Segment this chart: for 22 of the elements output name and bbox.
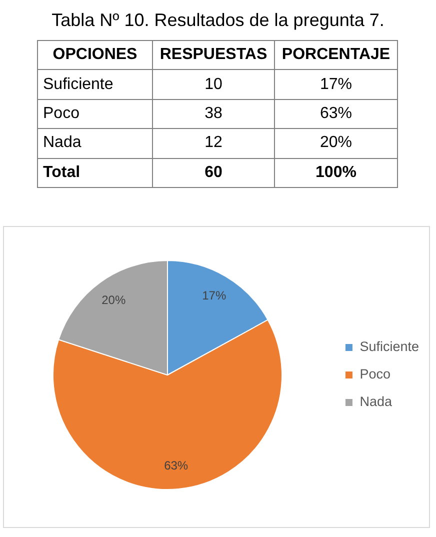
data-label: 100%: [274, 158, 398, 188]
data-label: 10: [152, 70, 274, 100]
data-label: 20%: [274, 128, 398, 158]
data-label: 17%: [274, 70, 398, 100]
data-label: 17%: [202, 288, 226, 302]
legend-label: Suficiente: [360, 339, 420, 354]
data-label: 63%: [274, 99, 398, 129]
text: Tabla Nº 10. Resultados de la pregunta 7.: [50, 9, 386, 31]
category-label: Suficiente: [38, 70, 152, 100]
text: RESPUESTAS: [152, 40, 274, 70]
data-label: 20%: [102, 293, 126, 308]
category-label: Poco: [38, 99, 152, 129]
text: OPCIONES: [38, 40, 152, 70]
data-label: 63%: [164, 458, 188, 473]
category-label: Total: [38, 158, 152, 188]
text: PORCENTAJE: [274, 40, 398, 70]
category-label: Nada: [38, 128, 152, 158]
data-label: 12: [152, 128, 274, 158]
data-label: 60: [152, 158, 274, 188]
data-label: 38: [152, 99, 274, 129]
legend-label: Nada: [360, 394, 392, 410]
legend-label: Poco: [360, 366, 390, 382]
